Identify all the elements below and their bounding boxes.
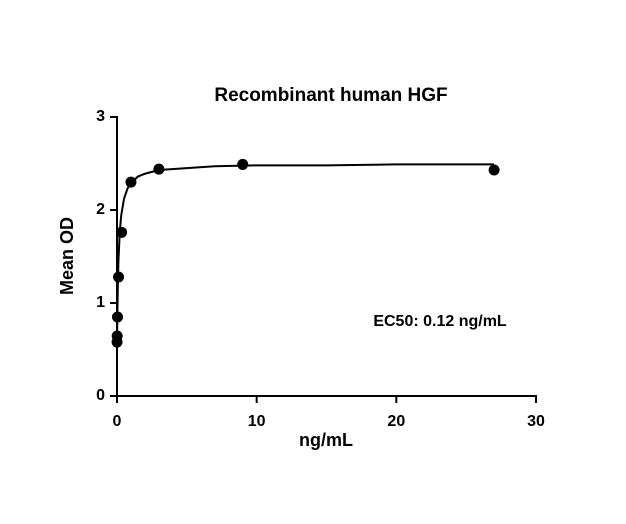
x-tick-label: 0	[113, 413, 122, 430]
fit-curve	[116, 163, 495, 345]
data-point	[116, 226, 128, 238]
data-point	[237, 158, 249, 170]
y-tick-label: 1	[96, 294, 105, 311]
y-tick-label: 3	[96, 108, 105, 125]
x-axis-label: ng/mL	[299, 430, 353, 450]
y-axis-label: Mean OD	[57, 217, 77, 295]
y-tick-label: 2	[96, 201, 105, 218]
x-tick-label: 20	[387, 413, 405, 430]
annotation: EC50: 0.12 ng/mL	[373, 313, 507, 330]
chart-title: Recombinant human HGF	[214, 85, 447, 106]
x-tick-label: 10	[248, 413, 266, 430]
data-point	[488, 164, 500, 176]
x-tick-label: 30	[527, 413, 545, 430]
y-tick-label: 0	[96, 387, 105, 404]
